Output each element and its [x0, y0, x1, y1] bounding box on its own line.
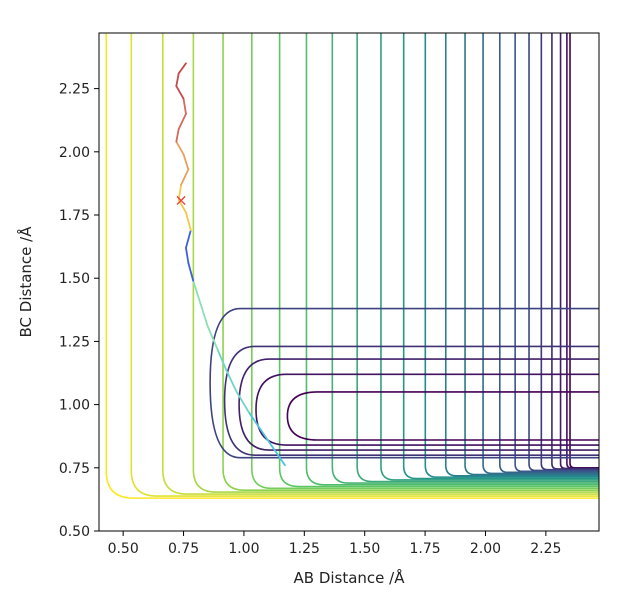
contour-lines [105, 33, 599, 499]
x-tick-label: 0.50 [108, 541, 139, 557]
y-tick-label: 1.00 [59, 398, 90, 414]
trajectory-segment [185, 246, 190, 264]
trajectory-segment [185, 211, 192, 232]
contour-line [402, 33, 599, 480]
contour-line [514, 33, 599, 473]
x-tick-label: 1.75 [410, 541, 441, 557]
trajectory-segment [175, 128, 180, 143]
y-tick-label: 2.00 [59, 145, 90, 161]
contour-line [528, 33, 599, 472]
trajectory-segment [216, 348, 228, 373]
x-tick-label: 2.25 [530, 541, 561, 557]
trajectory-marker: × [174, 190, 187, 209]
trajectory-path [175, 62, 286, 467]
y-tick-label: 1.75 [59, 208, 90, 224]
contour-line [464, 33, 599, 476]
trajectory-segment [177, 198, 187, 214]
trajectory-segment [180, 168, 190, 186]
x-axis-label: AB Distance /Å [294, 568, 406, 587]
plot-frame [98, 32, 600, 532]
trajectory-segment [177, 112, 187, 130]
contour-line [499, 33, 599, 474]
contour-line [482, 33, 599, 475]
contour-line [305, 33, 599, 486]
x-axis-ticks: 0.50 0.75 1.00 1.25 1.50 1.75 2.00 2.25 [108, 531, 561, 557]
contour-line [278, 33, 599, 488]
contour-line [238, 358, 599, 451]
trajectory-segment [259, 428, 274, 449]
trajectory-segment [206, 325, 219, 350]
contour-line [444, 33, 599, 477]
y-axis-label: BC Distance /Å [16, 226, 35, 338]
contour-line [162, 33, 599, 495]
contour-line [251, 33, 599, 490]
trajectory-segment [235, 391, 250, 414]
y-axis-ticks: 0.50 0.75 1.00 1.25 1.50 1.75 2.00 2.25 [59, 82, 99, 540]
contour-line [209, 307, 599, 459]
contour-line [130, 33, 599, 497]
plot-background [99, 33, 599, 531]
x-tick-label: 1.25 [289, 541, 320, 557]
trajectory-segment [272, 446, 286, 467]
contour-line [222, 33, 599, 491]
contour-line [331, 33, 599, 484]
x-tick-label: 2.00 [470, 541, 501, 557]
trajectory-segment [177, 183, 183, 201]
contour-line [105, 33, 599, 499]
trajectory-segment [182, 97, 187, 115]
contour-line [356, 33, 599, 483]
trajectory-segment [187, 262, 195, 282]
y-tick-label: 1.25 [59, 334, 90, 350]
contour-line [424, 33, 599, 478]
y-tick-label: 2.25 [59, 82, 90, 98]
trajectory-segment [226, 370, 238, 393]
x-tick-label: 1.00 [228, 541, 259, 557]
trajectory-segment [175, 85, 185, 100]
trajectory-segment [199, 302, 209, 328]
trajectory-segment [175, 72, 180, 87]
trajectory-segment [247, 411, 262, 431]
trajectory-segment [192, 279, 202, 305]
contour-line [380, 33, 599, 481]
y-tick-label: 0.75 [59, 461, 90, 477]
y-tick-label: 1.50 [59, 271, 90, 287]
contour-line [192, 33, 599, 493]
trajectory-segment [177, 62, 187, 75]
trajectory-segment [185, 229, 192, 249]
x-tick-label: 0.75 [168, 541, 199, 557]
trajectory-segment [175, 140, 185, 156]
contour-line [255, 373, 599, 446]
trajectory-segment [182, 153, 190, 171]
x-tick-label: 1.50 [349, 541, 380, 557]
contour-line [223, 345, 599, 456]
y-tick-label: 0.50 [59, 524, 90, 540]
contour-line [286, 391, 599, 441]
